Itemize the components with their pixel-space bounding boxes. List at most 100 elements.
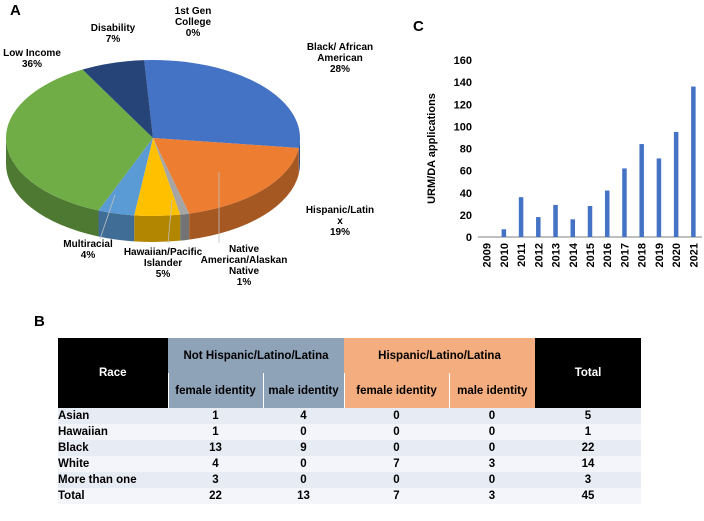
bar-2014 <box>570 219 576 237</box>
cell-total: 1 <box>535 424 641 440</box>
pie-slice-3 <box>134 138 181 216</box>
header-hispanic: Hispanic/Latino/Latina <box>344 338 535 373</box>
cell-h_m: 0 <box>449 472 535 488</box>
pie-slice-6 <box>82 60 153 138</box>
pie-leader-line-4 <box>99 194 116 240</box>
pie-label-2: Native American/Alaskan Native 1% <box>201 244 288 288</box>
cell-race: White <box>58 456 168 472</box>
pie-leader-line-3 <box>167 199 173 244</box>
table-row: Hawaiian 1 0 0 0 1 <box>58 424 641 440</box>
x-tick-label: 2018 <box>637 243 649 267</box>
bar-chart: 0 20 40 60 80 100 120 140 160 URM/DA applications… <box>426 55 702 267</box>
pie-slice-0 <box>144 60 300 148</box>
cell-race: More than one <box>58 472 168 488</box>
pie-label-7: 1st Gen College 0% <box>175 6 212 39</box>
cell-nh_m: 0 <box>263 424 344 440</box>
cell-nh_f: 1 <box>168 408 263 424</box>
cell-h_m: 0 <box>449 424 535 440</box>
cell-nh_m: 9 <box>263 440 344 456</box>
cell-nh_m: 13 <box>263 488 344 504</box>
panel-label-c: C <box>413 18 424 35</box>
subheader-nh-male: male identity <box>262 373 344 408</box>
cell-race: Hawaiian <box>58 424 168 440</box>
pie-side-5 <box>6 138 99 237</box>
header-total: Total <box>535 338 641 408</box>
cell-h_f: 0 <box>344 440 449 456</box>
bar-2012 <box>536 217 541 237</box>
pie-label-3: Hawaiian/Pacific Islander 5% <box>124 247 203 280</box>
x-tick-label: 2010 <box>499 243 511 267</box>
pie-side-0 <box>298 138 300 174</box>
table-row: White 4 0 7 3 14 <box>58 456 641 472</box>
cell-total: 3 <box>535 472 641 488</box>
table-row: Asian 1 4 0 0 5 <box>58 408 641 424</box>
pie-side-3 <box>134 214 181 242</box>
cell-h_f: 0 <box>344 424 449 440</box>
y-axis-label: URM/DA applications <box>426 93 438 204</box>
y-tick-label: 100 <box>454 121 472 133</box>
cell-total: 22 <box>535 440 641 456</box>
cell-nh_m: 0 <box>263 456 344 472</box>
cell-nh_f: 13 <box>168 440 263 456</box>
x-tick-label: 2011 <box>516 243 528 267</box>
subheader-nh-female: female identity <box>167 373 263 408</box>
table-row: Total 22 13 7 3 45 <box>58 488 641 504</box>
y-tick-label: 80 <box>460 144 472 156</box>
header-race: Race <box>58 338 168 408</box>
bar-2017 <box>622 168 627 237</box>
bar-2020 <box>673 131 679 237</box>
bar-2019 <box>656 158 662 237</box>
pie-label-6: Disability 7% <box>91 23 136 45</box>
bar-2021 <box>691 86 696 237</box>
pie-slice-5 <box>5 69 153 211</box>
y-tick-label: 60 <box>460 166 472 178</box>
demographics-table: Race Not Hispanic/Latino/Latina Hispanic… <box>58 338 641 504</box>
pie-label-0: Black/ African American 28% <box>307 42 373 75</box>
pie-chart: Black/ African American 28% Hispanic/Latin x… <box>3 6 374 288</box>
bar-2015 <box>587 206 593 237</box>
pie-side-4 <box>98 210 135 242</box>
cell-h_f: 0 <box>344 472 449 488</box>
table-row: More than one 3 0 0 0 3 <box>58 472 641 488</box>
y-tick-label: 160 <box>454 55 472 67</box>
panel-label-a: A <box>10 2 21 19</box>
pie-slice-2 <box>153 138 190 215</box>
cell-race: Black <box>58 440 168 456</box>
subheader-h-male: male identity <box>448 373 535 408</box>
y-tick-label: 40 <box>460 188 472 200</box>
bar-2010 <box>501 229 507 237</box>
cell-h_m: 3 <box>449 488 535 504</box>
x-tick-label: 2013 <box>551 243 563 267</box>
pie-slice-4 <box>98 138 153 216</box>
x-tick-label: 2015 <box>585 243 597 267</box>
cell-h_m: 0 <box>449 408 535 424</box>
x-tick-label: 2021 <box>688 243 700 267</box>
x-tick-label: 2009 <box>482 243 494 267</box>
pie-label-1: Hispanic/Latin x 19% <box>306 205 374 238</box>
x-tick-label: 2019 <box>654 243 666 267</box>
cell-race: Asian <box>58 408 168 424</box>
cell-nh_f: 1 <box>168 424 263 440</box>
cell-race: Total <box>58 488 168 504</box>
cell-total: 45 <box>535 488 641 504</box>
cell-h_m: 3 <box>449 456 535 472</box>
y-tick-label: 140 <box>454 77 472 89</box>
x-tick-label: 2012 <box>533 243 545 267</box>
x-tick-label: 2020 <box>671 243 683 267</box>
bar-2018 <box>639 144 644 237</box>
cell-h_m: 0 <box>449 440 535 456</box>
pie-label-4: Multiracial 4% <box>63 239 113 261</box>
y-tick-label: 120 <box>454 99 472 111</box>
cell-nh_f: 4 <box>168 456 263 472</box>
bar-2013 <box>553 204 558 237</box>
cell-nh_m: 4 <box>263 408 344 424</box>
pie-side-2 <box>180 213 190 241</box>
cell-nh_m: 0 <box>263 472 344 488</box>
x-tick-label: 2014 <box>568 242 580 267</box>
pie-slice-1 <box>153 138 299 214</box>
header-not-hispanic: Not Hispanic/Latino/Latina <box>168 338 344 373</box>
pie-label-5: Low Income 36% <box>3 48 61 70</box>
cell-h_f: 7 <box>344 456 449 472</box>
x-tick-label: 2016 <box>602 243 614 267</box>
bar-2016 <box>604 190 610 237</box>
